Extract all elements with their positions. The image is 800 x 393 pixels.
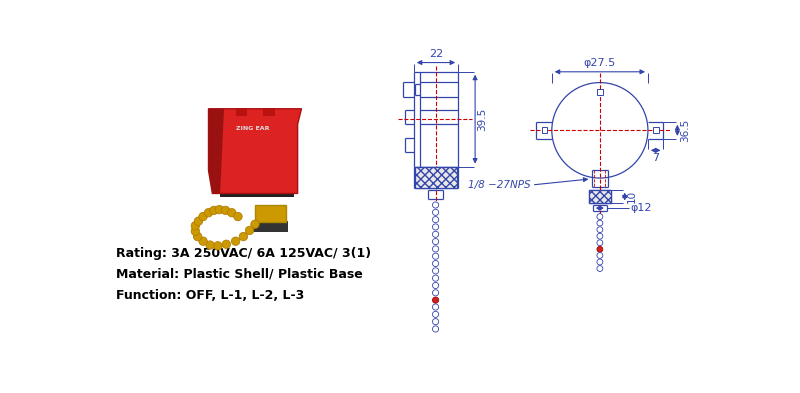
Circle shape <box>552 83 648 178</box>
Circle shape <box>433 275 438 281</box>
Circle shape <box>433 202 438 208</box>
Circle shape <box>597 240 603 246</box>
Circle shape <box>246 226 254 235</box>
Bar <box>262 108 274 115</box>
Polygon shape <box>209 109 302 193</box>
Bar <box>542 127 547 132</box>
Bar <box>589 189 610 204</box>
Circle shape <box>222 206 230 215</box>
Circle shape <box>433 297 438 303</box>
Circle shape <box>433 304 438 310</box>
Circle shape <box>433 246 438 252</box>
Circle shape <box>597 253 603 258</box>
Text: φ12: φ12 <box>630 203 651 213</box>
Circle shape <box>191 227 199 235</box>
Circle shape <box>199 212 207 221</box>
Circle shape <box>222 240 230 248</box>
Circle shape <box>227 208 236 217</box>
Bar <box>220 167 294 197</box>
Circle shape <box>433 209 438 215</box>
Circle shape <box>433 231 438 237</box>
Circle shape <box>597 233 603 239</box>
Text: ZING EAR: ZING EAR <box>236 125 270 130</box>
Circle shape <box>194 217 202 226</box>
Circle shape <box>433 239 438 245</box>
Text: φ27.5: φ27.5 <box>584 58 616 68</box>
Circle shape <box>433 217 438 223</box>
Bar <box>255 205 286 222</box>
Circle shape <box>433 311 438 318</box>
Circle shape <box>239 232 248 241</box>
Text: Material: Plastic Shell/ Plastic Base: Material: Plastic Shell/ Plastic Base <box>115 268 362 281</box>
Circle shape <box>199 237 207 246</box>
Text: Rating: 3A 250VAC/ 6A 125VAC/ 3(1): Rating: 3A 250VAC/ 6A 125VAC/ 3(1) <box>115 247 370 260</box>
Bar <box>597 89 603 95</box>
Polygon shape <box>209 109 224 193</box>
Bar <box>654 127 658 132</box>
Circle shape <box>210 206 218 215</box>
Circle shape <box>191 222 199 230</box>
Bar <box>415 167 457 188</box>
Circle shape <box>433 268 438 274</box>
Circle shape <box>433 253 438 259</box>
Circle shape <box>597 259 603 265</box>
Circle shape <box>597 214 603 219</box>
Circle shape <box>231 237 240 246</box>
Circle shape <box>215 206 224 214</box>
Circle shape <box>597 266 603 272</box>
Circle shape <box>433 326 438 332</box>
Circle shape <box>597 220 603 226</box>
Bar <box>254 221 287 232</box>
Text: Function: OFF, L-1, L-2, L-3: Function: OFF, L-1, L-2, L-3 <box>115 288 304 301</box>
Circle shape <box>250 220 259 228</box>
Circle shape <box>234 212 242 221</box>
Text: 36.5: 36.5 <box>681 119 690 142</box>
Circle shape <box>433 283 438 288</box>
Circle shape <box>214 242 222 250</box>
Text: 10: 10 <box>627 190 637 203</box>
Text: 22: 22 <box>429 49 443 59</box>
Circle shape <box>433 224 438 230</box>
Circle shape <box>433 290 438 296</box>
Circle shape <box>597 246 603 252</box>
Circle shape <box>433 261 438 266</box>
Bar <box>236 108 246 115</box>
Text: 7: 7 <box>652 153 659 163</box>
Circle shape <box>204 208 213 217</box>
Text: 39.5: 39.5 <box>478 108 487 131</box>
Circle shape <box>194 232 202 241</box>
Text: 1/8 −27NPS: 1/8 −27NPS <box>467 180 530 190</box>
Circle shape <box>433 319 438 325</box>
Circle shape <box>597 227 603 233</box>
Circle shape <box>206 241 214 249</box>
